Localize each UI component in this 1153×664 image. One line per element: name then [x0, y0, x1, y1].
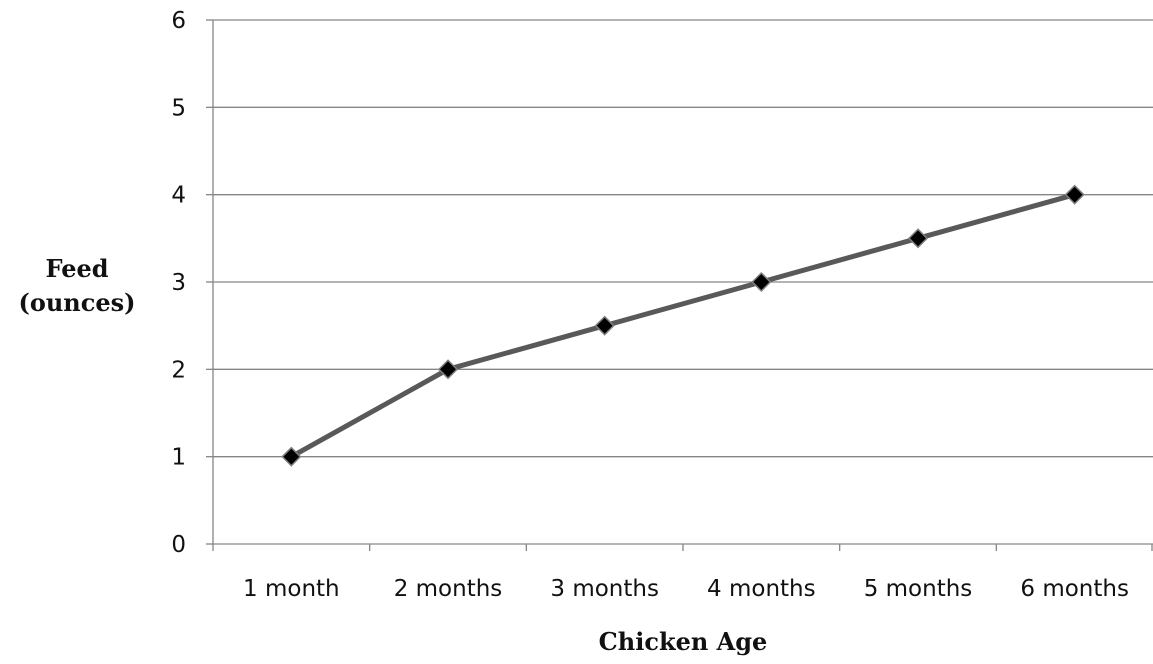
x-tick-label: 5 months — [864, 576, 973, 602]
y-tick-label: 5 — [171, 95, 186, 121]
y-tick-label: 6 — [171, 8, 186, 34]
y-axis-title-line-2: (ounces) — [18, 288, 135, 317]
data-point-marker — [907, 228, 929, 249]
x-tick-label: 1 month — [243, 576, 340, 602]
data-point-marker — [281, 446, 302, 467]
series-line — [288, 192, 1078, 460]
data-point-marker — [594, 315, 615, 336]
data-point-marker — [751, 271, 772, 293]
axes — [206, 19, 1153, 551]
y-tick-label: 4 — [171, 183, 186, 209]
y-tick-label: 1 — [171, 445, 186, 471]
y-axis-title-line-1: Feed — [45, 254, 108, 283]
y-tick-label: 3 — [171, 270, 186, 296]
series-feed — [281, 184, 1085, 467]
gridlines — [213, 19, 1153, 458]
y-tick-label: 0 — [171, 532, 186, 558]
data-point-marker — [1064, 184, 1085, 205]
x-axis-title: Chicken Age — [599, 627, 768, 656]
data-point-marker — [437, 359, 459, 380]
x-tick-label: 3 months — [550, 576, 659, 602]
y-tick-label: 2 — [171, 357, 186, 383]
x-tick-label: 2 months — [394, 576, 503, 602]
x-tick-label: 4 months — [707, 576, 816, 602]
x-tick-label: 6 months — [1020, 576, 1129, 602]
tick-labels: 0 1 2 3 4 5 6 1 month 2 months 3 months 4 months 5 … — [171, 8, 1129, 602]
